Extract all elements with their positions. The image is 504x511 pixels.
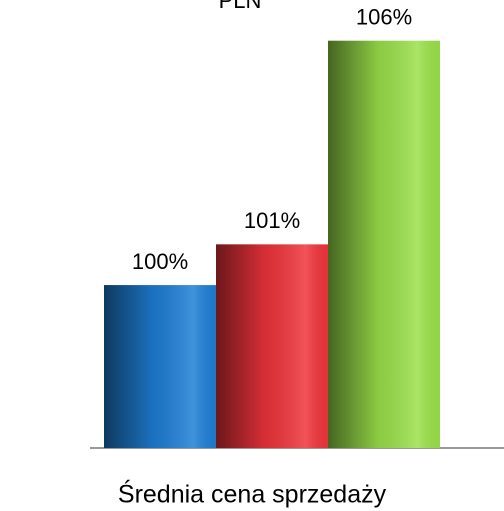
value-label: 106% (356, 5, 412, 30)
bar-shade (216, 244, 328, 448)
value-label: 100% (132, 249, 188, 274)
bar-shade (104, 285, 216, 448)
x-tick-label: Średnia cena sprzedaży (118, 479, 387, 509)
chart-title: PLN (219, 0, 262, 13)
bar-shade (328, 40, 440, 449)
value-label: 101% (244, 208, 300, 233)
